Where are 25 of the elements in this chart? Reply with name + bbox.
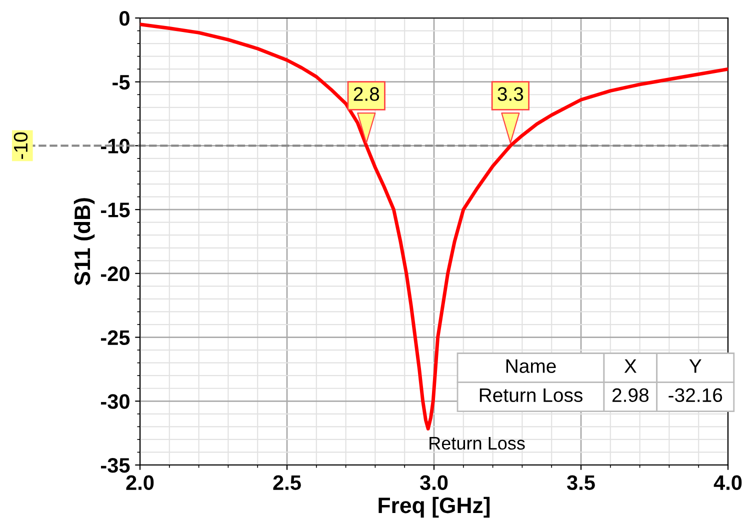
y-axis-title: S11 (dB): [74, 198, 95, 286]
annotation: X: [624, 359, 636, 373]
y-tick-label: -30: [100, 394, 130, 409]
x-tick-label: 3.5: [567, 475, 595, 490]
ref-line-label: -10: [14, 132, 28, 159]
y-tick-label: -15: [100, 202, 130, 218]
annotation: Y: [689, 359, 702, 373]
x-axis-title: Freq [GHz]: [378, 496, 490, 518]
y-tick-label: -20: [100, 266, 130, 282]
line-series: [140, 22, 728, 430]
y-tick-label: -5: [112, 75, 130, 90]
series-label: Return Loss: [430, 437, 525, 450]
y-tick-label: -25: [100, 330, 130, 346]
x-tick-label: 2.5: [273, 475, 301, 490]
y-tick-label: -35: [100, 458, 130, 473]
x-tick-label: 4.0: [714, 475, 742, 490]
x-tick-label: 2.0: [126, 475, 154, 490]
annotation: 2.98: [612, 388, 648, 402]
annotation: -32.16: [668, 388, 722, 402]
annotation: Name: [506, 359, 556, 373]
y-tick-label: 0: [120, 11, 130, 26]
annotation: 3.3: [498, 87, 524, 101]
annotation: Return Loss: [480, 388, 582, 402]
annotation: 2.8: [354, 87, 380, 101]
x-tick-label: 3.0: [420, 475, 448, 490]
